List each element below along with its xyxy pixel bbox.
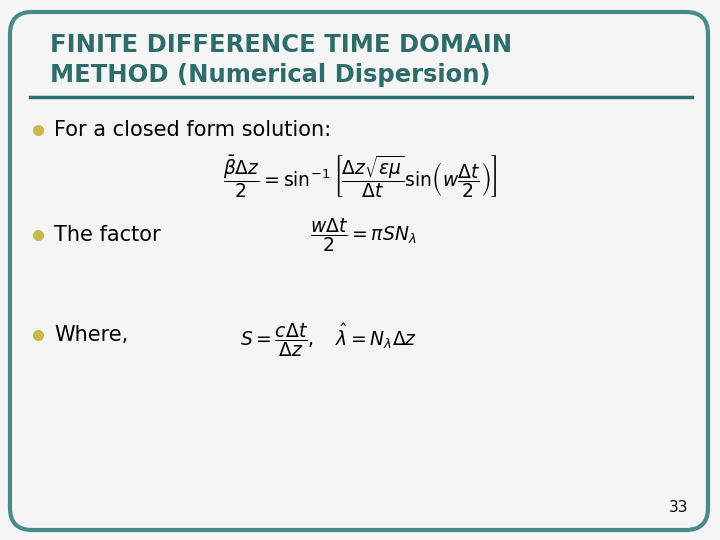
FancyBboxPatch shape bbox=[10, 12, 708, 530]
Text: $\dfrac{w\Delta t}{2} = \pi S N_{\lambda}$: $\dfrac{w\Delta t}{2} = \pi S N_{\lambda… bbox=[310, 216, 416, 254]
Text: $S = \dfrac{c\Delta t}{\Delta z},\quad \hat{\lambda} = N_{\lambda}\Delta z$: $S = \dfrac{c\Delta t}{\Delta z},\quad \… bbox=[240, 321, 417, 359]
Text: 33: 33 bbox=[668, 500, 688, 515]
Text: METHOD (Numerical Dispersion): METHOD (Numerical Dispersion) bbox=[50, 63, 490, 87]
Text: FINITE DIFFERENCE TIME DOMAIN: FINITE DIFFERENCE TIME DOMAIN bbox=[50, 33, 512, 57]
Text: For a closed form solution:: For a closed form solution: bbox=[54, 120, 331, 140]
Text: $\dfrac{\bar{\beta}\Delta z}{2} = \sin^{-1}\left[\dfrac{\Delta z\sqrt{\varepsilo: $\dfrac{\bar{\beta}\Delta z}{2} = \sin^{… bbox=[222, 153, 498, 200]
Text: Where,: Where, bbox=[54, 325, 128, 345]
Text: The factor: The factor bbox=[54, 225, 161, 245]
